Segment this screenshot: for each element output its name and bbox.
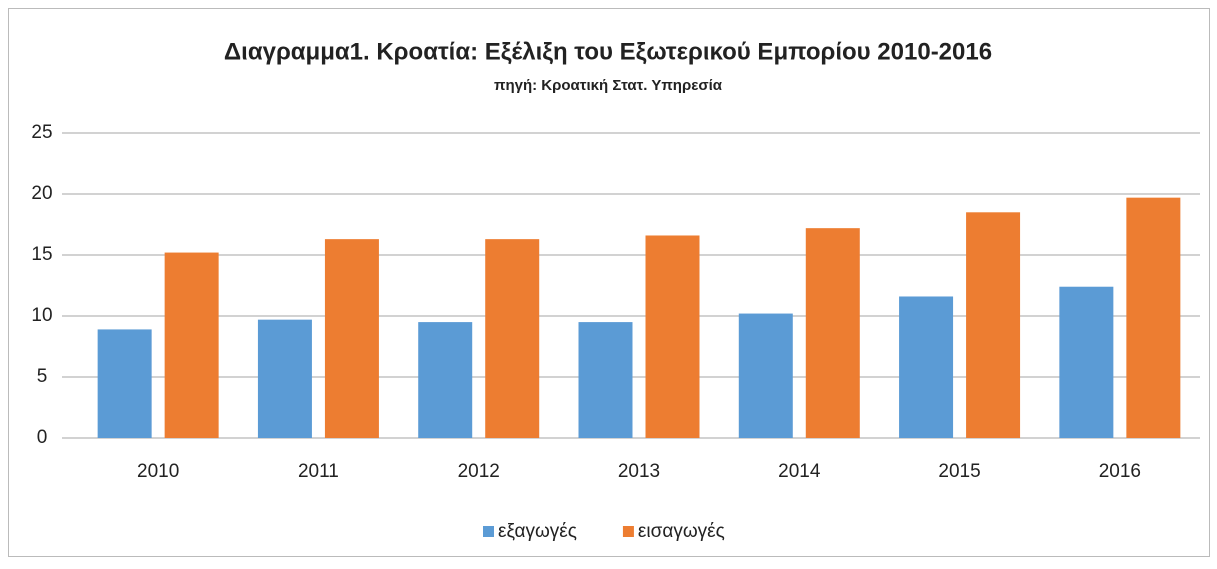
chart-title: Διαγραμμα1. Κροατία: Εξέλιξη του Εξωτερι… — [224, 38, 992, 65]
y-tick-label: 0 — [37, 427, 48, 448]
legend-swatch — [483, 526, 494, 537]
chart-subtitle: πηγή: Κροατική Στατ. Υπηρεσία — [494, 77, 723, 94]
y-tick-label: 15 — [31, 244, 52, 265]
bar — [1126, 197, 1181, 438]
bar — [97, 329, 152, 438]
bar — [1059, 286, 1114, 438]
x-tick-label: 2014 — [778, 461, 821, 482]
legend-swatch — [622, 526, 634, 537]
x-tick-label: 2010 — [137, 461, 179, 482]
bar — [578, 322, 633, 438]
y-tick-label: 20 — [31, 183, 52, 204]
bar — [257, 319, 312, 438]
y-tick-label: 10 — [31, 305, 52, 326]
bar — [645, 235, 700, 438]
legend-label: εισαγωγές — [638, 521, 725, 542]
x-tick-label: 2011 — [298, 461, 339, 482]
bar — [805, 228, 860, 438]
x-tick-label: 2013 — [618, 461, 660, 482]
bar — [164, 252, 219, 438]
y-tick-label: 25 — [31, 122, 52, 143]
bar — [966, 212, 1021, 438]
legend-label: εξαγωγές — [498, 521, 577, 542]
bar — [485, 239, 540, 438]
x-tick-label: 2012 — [458, 461, 500, 482]
y-tick-label: 5 — [37, 366, 48, 387]
bar — [418, 322, 473, 438]
x-tick-label: 2015 — [938, 461, 980, 482]
bar — [899, 296, 954, 438]
bar — [738, 313, 793, 438]
x-tick-label: 2016 — [1099, 461, 1141, 482]
bar — [324, 239, 379, 438]
